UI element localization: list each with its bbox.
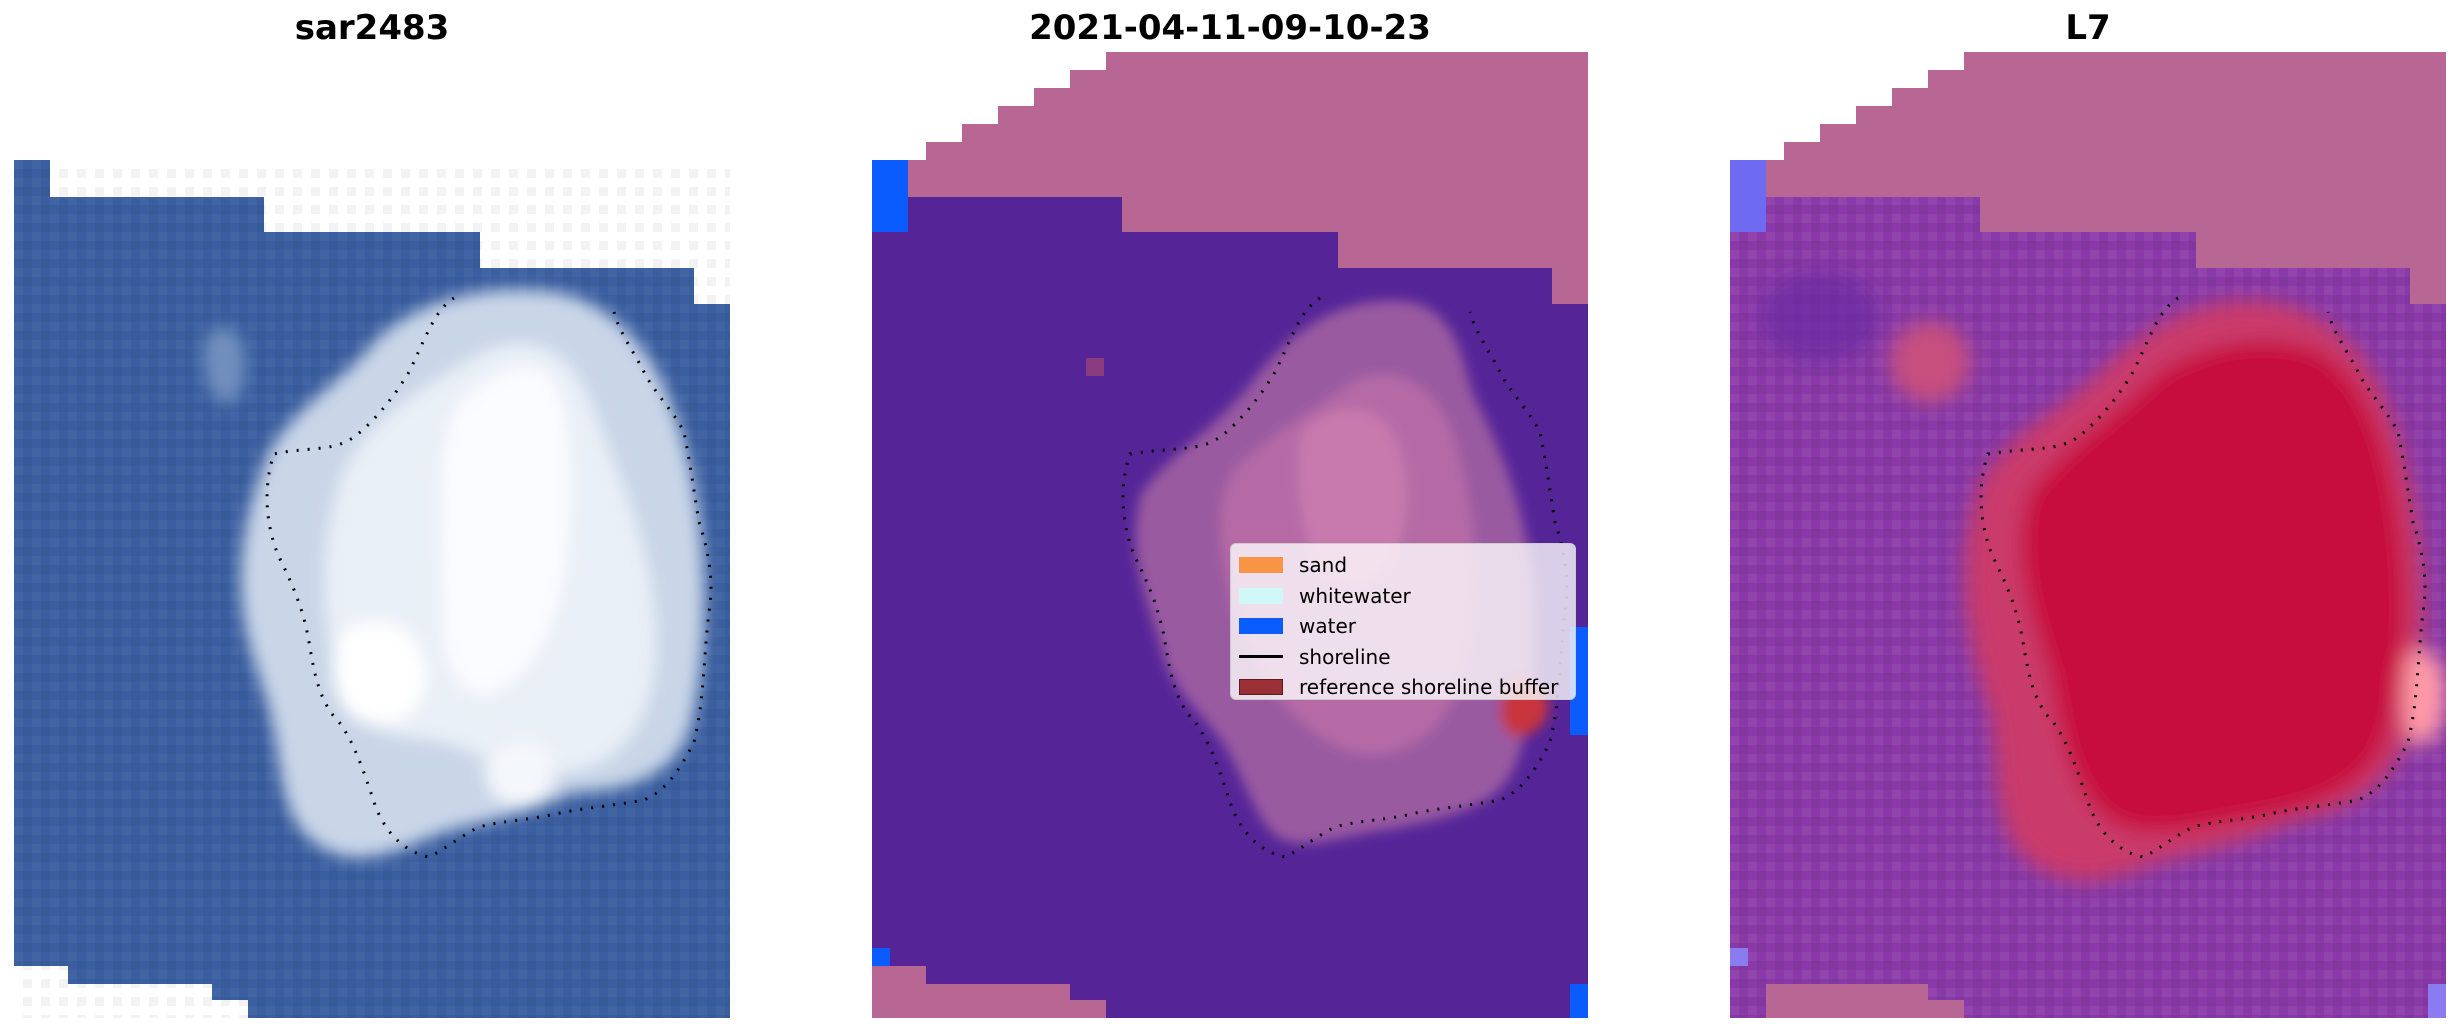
l7-shoreline: [1979, 296, 2427, 859]
water-swatch-icon: [1239, 618, 1283, 635]
sand-swatch-icon: [1239, 557, 1283, 574]
legend: sand whitewater water shoreline referenc…: [1230, 543, 1576, 700]
legend-item-water: water: [1239, 611, 1567, 642]
l7-nodata-bottom: [1766, 984, 1964, 1018]
rgb-shoreline: [265, 296, 713, 859]
l7-blue-bottomright: [2428, 984, 2446, 1018]
class-water-pixel-topleft: [872, 160, 908, 232]
rgb-image: [14, 160, 730, 1018]
l7-blue-topleft: [1730, 160, 1766, 232]
class-nodata-bottom: [872, 966, 1106, 1018]
l7-image: [1730, 52, 2446, 1018]
l7-nodata-top: [1766, 52, 2446, 304]
rgb-image-panel: [14, 52, 730, 1018]
class-nodata-top: [908, 52, 1588, 304]
legend-label-shoreline: shoreline: [1299, 644, 1391, 669]
whitewater-swatch-icon: [1239, 587, 1283, 604]
classified-image: [872, 52, 1588, 1018]
l7-land: [1760, 272, 2446, 881]
legend-label-whitewater: whitewater: [1299, 583, 1411, 608]
class-water-pixel-bottomright: [1570, 984, 1588, 1018]
legend-label-sand: sand: [1299, 553, 1348, 578]
legend-item-shoreline: shoreline: [1239, 642, 1567, 673]
shoreline-line-icon: [1239, 655, 1283, 659]
legend-item-whitewater: whitewater: [1239, 581, 1567, 612]
class-water-pixel-bottomleft: [872, 948, 890, 966]
class-shoreline: [1121, 296, 1569, 859]
class-stray-pixel: [1086, 358, 1104, 376]
legend-label-water: water: [1299, 614, 1356, 639]
l7-image-panel: [1730, 52, 2446, 1018]
rgb-island: [203, 289, 705, 858]
classified-image-panel: [872, 52, 1588, 1018]
legend-item-reference-shoreline-buffer: reference shoreline buffer: [1239, 672, 1567, 703]
legend-item-sand: sand: [1239, 550, 1567, 581]
panel-title-classified: 2021-04-11-09-10-23: [1029, 8, 1431, 48]
panel-title-sar: sar2483: [294, 8, 450, 48]
panel-title-ndwi: L7: [2065, 8, 2111, 48]
legend-label-buffer: reference shoreline buffer: [1299, 675, 1559, 700]
buffer-swatch-icon: [1239, 679, 1283, 696]
l7-blue-bottomleft: [1730, 948, 1748, 966]
